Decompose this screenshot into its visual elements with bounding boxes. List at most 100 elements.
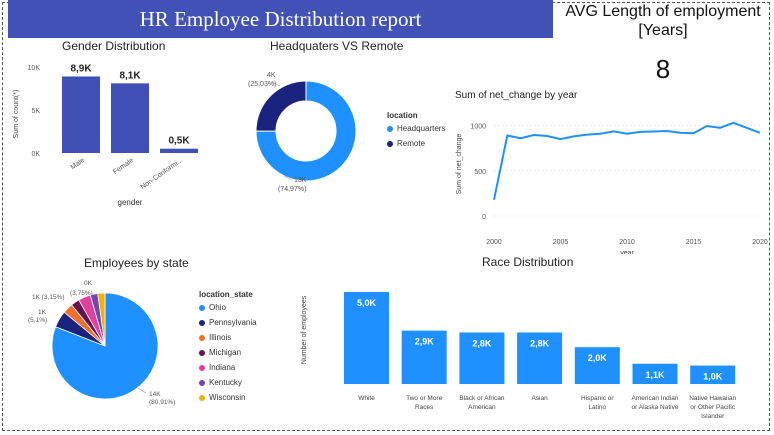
data-label: 1K [38,309,47,316]
x-tick-label: or Other Pacific [690,404,736,411]
gender-bar [62,76,100,153]
x-axis-label: gender [118,198,143,207]
line-chart-title: Sum of net_change by year [455,90,578,101]
x-tick-label: Two or More [406,395,443,402]
legend-label: Illinois [209,333,232,342]
state-chart-title: Employees by state [84,256,189,270]
legend-item[interactable]: Illinois [199,333,257,342]
race-chart: Number of employees 5,0K White 2,9K Two or M… [301,292,737,420]
x-tick-label: White [358,395,375,402]
donut-slice [255,80,307,132]
race-bar [517,332,563,384]
legend-item[interactable]: Ohio [199,303,257,312]
y-tick-label: 1000 [470,124,486,131]
net-change-line-chart: 0 500 1000 2000 2005 2010 2015 2020 Sum of net_c… [456,121,768,254]
legend-item[interactable]: Pennsylvania [199,318,257,327]
dot-icon [387,125,393,132]
legend-label: Indiana [209,363,236,372]
x-tick-label: American Indian [632,395,679,402]
race-bar [459,332,505,384]
y-tick-label: 500 [474,169,486,176]
dot-icon [199,349,205,356]
x-tick-label: or Alaska Native [632,404,679,411]
leader-line [137,387,147,394]
dot-icon [199,334,205,341]
data-label: 2,0K [588,353,608,363]
state-legend-title: location_state [199,290,253,299]
race-bar [574,347,620,384]
data-label: 14K [149,391,161,398]
series-line [493,121,761,200]
location-legend: location Headquarters Remote [387,111,445,154]
x-tick-label: Races [415,404,434,411]
data-label: 5,0K [357,298,377,308]
x-tick-label: Hispanic or [581,395,614,402]
dot-icon [199,379,205,386]
x-tick-label: Female [112,157,135,176]
y-tick-label: 0 [482,214,486,221]
dot-icon [199,304,205,311]
legend-item[interactable]: Remote [387,139,445,148]
donut-slice [255,80,357,182]
race-bar [344,292,389,384]
legend-label: Kentucky [209,378,242,387]
data-label: 2,9K [415,337,435,347]
x-tick-label: Asian [531,395,548,402]
legend-label: Headquarters [397,124,446,133]
dot-icon [199,394,205,401]
x-tick-label: 2010 [619,239,635,246]
x-tick-label: 2015 [686,239,702,246]
data-label: 0,5K [168,136,190,147]
legend-item[interactable]: Headquarters [387,124,445,133]
location-donut-chart: 13K (74,97%) 4K (25,03%) [248,72,357,193]
kpi-value: 8 [655,54,671,84]
legend-label: Pennsylvania [209,318,257,327]
report-title: HR Employee Distribution report [8,0,553,38]
legend-item[interactable]: Kentucky [199,378,257,387]
data-label: 1K (3,15%) [32,294,65,301]
race-bar [401,330,447,384]
legend-label: Wisconsin [209,393,246,402]
race-bar [690,365,736,384]
data-label: 0K [84,280,93,287]
x-tick-label: Latino [588,404,606,411]
x-tick-label: Native Hawaiian [689,395,736,402]
legend-item[interactable]: Indiana [199,363,257,372]
legend-item[interactable]: Wisconsin [199,393,257,402]
x-tick-label: Male [70,157,87,171]
data-label: (74,97%) [278,186,306,193]
gender-bar [160,148,198,153]
data-label: (3,75%) [70,290,93,297]
data-label: (25,03%) [248,81,276,88]
legend-label: Michigan [209,348,242,357]
data-label: 2,8K [472,338,492,348]
state-legend: location_state Ohio Pennsylvania Illinois M… [199,290,257,408]
x-tick-label: American [468,404,496,411]
legend-label: Ohio [209,303,226,312]
dot-icon [199,364,205,371]
y-tick-label: 10K [28,65,41,72]
legend-item[interactable]: Michigan [199,348,257,357]
data-label: 13K [294,177,307,184]
gender-bar [111,83,149,153]
leader-line [283,175,293,181]
x-tick-label: Islander [701,413,725,420]
dot-icon [387,140,393,147]
data-label: (80,91%) [149,399,175,406]
race-bar [632,363,678,384]
data-label: 1,0K [703,372,723,382]
data-label: 8,1K [119,70,141,81]
x-axis-label: year [620,250,634,254]
gender-chart-title: Gender Distribution [62,39,166,53]
location-legend-title: location [387,111,418,120]
x-tick-label: Non-Conformi... [140,157,185,191]
x-tick-label: Black or African [459,395,505,402]
dot-icon [199,319,205,326]
y-axis-label: Sum of net_change [456,134,463,195]
data-label: 2,8K [530,338,550,348]
state-slice [97,292,106,347]
x-tick-label: 2005 [553,239,569,246]
data-label: 1,1K [645,370,665,380]
leader-line [271,81,281,87]
state-pie-chart: 14K(80,91%) 1K(5,1%) 1K (3,15%) (3,75%) 0K [28,280,175,406]
